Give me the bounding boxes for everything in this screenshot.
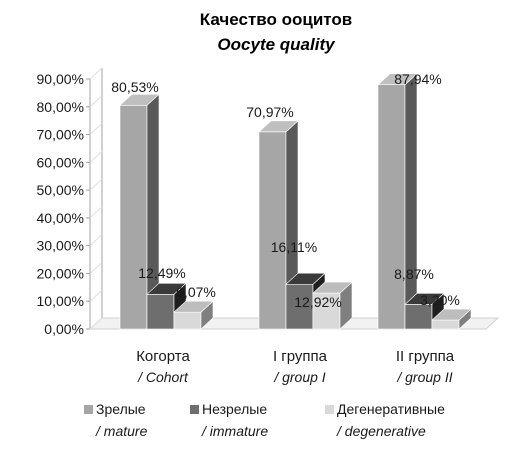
x-category-label: II группа: [396, 348, 455, 365]
x-category-sublabel: / group II: [396, 369, 452, 385]
data-label-degenerative-0: 6,07%: [176, 284, 216, 300]
data-label-degenerative-1: 12,92%: [294, 294, 341, 310]
y-tick-diagonal: [89, 178, 103, 191]
y-tick-label: 10,00%: [37, 293, 84, 309]
y-tick-diagonal: [89, 150, 103, 163]
legend-swatch-immature: [190, 405, 199, 414]
bar-mature-1: [258, 131, 287, 330]
y-tick-diagonal: [89, 317, 103, 330]
bar-degenerative-2: [431, 319, 460, 330]
bar-top-degenerative-0: [173, 300, 214, 313]
bar-degenerative-0: [173, 311, 202, 330]
bar-top-mature-2: [377, 73, 418, 86]
y-tick-label: 80,00%: [37, 99, 84, 115]
legend-label-mature: Зрелые: [96, 401, 146, 417]
y-tick-label: 20,00%: [37, 265, 84, 281]
bar-side-mature-2: [404, 73, 418, 330]
data-label-degenerative-2: 3,20%: [420, 292, 460, 308]
bar-top-mature-1: [258, 120, 299, 133]
legend-sublabel-immature: / immature: [201, 423, 268, 439]
y-tick-label: 70,00%: [37, 127, 84, 143]
y-tick-label: 90,00%: [37, 71, 84, 87]
y-tick-label: 0,00%: [44, 321, 84, 337]
data-label-immature-0: 12,49%: [138, 265, 185, 281]
bar-top-degenerative-1: [312, 281, 353, 294]
x-category-sublabel: / group I: [273, 369, 325, 385]
y-tick-label: 60,00%: [37, 154, 84, 170]
legend-swatch-mature: [84, 405, 93, 414]
data-label-mature-1: 70,97%: [246, 104, 293, 120]
chart-title: Качество ооцитов: [200, 10, 352, 29]
bar-immature-2: [404, 304, 433, 330]
bar-top-immature-0: [146, 283, 187, 295]
bar-mature-2: [377, 84, 406, 330]
y-tick-diagonal: [89, 95, 103, 108]
bar-top-mature-0: [119, 94, 160, 106]
bar-mature-0: [119, 105, 148, 330]
y-tick-label: 30,00%: [37, 238, 84, 254]
x-category-sublabel: / Cohort: [137, 369, 189, 385]
legend-label-immature: Незрелые: [202, 401, 267, 417]
legend-sublabel-mature: / mature: [95, 423, 148, 439]
data-label-mature-2: 87,94%: [394, 71, 441, 87]
y-tick-label: 40,00%: [37, 210, 84, 226]
chart-subtitle: Oocyte quality: [217, 35, 336, 54]
y-tick-diagonal: [89, 206, 103, 219]
data-label-mature-0: 80,53%: [111, 79, 158, 95]
legend-sublabel-degenerative: / degenerative: [336, 423, 426, 439]
data-label-immature-2: 8,87%: [394, 266, 434, 282]
y-tick-diagonal: [89, 262, 103, 274]
data-label-immature-1: 16,11%: [271, 239, 317, 255]
y-tick-diagonal: [89, 234, 103, 247]
y-tick-label: 50,00%: [37, 182, 84, 198]
bar-top-degenerative-2: [431, 308, 472, 321]
y-tick-diagonal: [89, 67, 103, 80]
bar-immature-0: [146, 294, 175, 330]
bar-top-immature-1: [285, 272, 326, 285]
x-category-label: Когорта: [136, 348, 190, 365]
x-category-label: I группа: [273, 348, 328, 365]
legend-label-degenerative: Дегенеративные: [337, 401, 445, 417]
y-tick-diagonal: [89, 289, 103, 302]
legend-swatch-degenerative: [325, 405, 334, 414]
y-tick-diagonal: [89, 123, 103, 135]
bar-top-immature-2: [404, 293, 445, 305]
